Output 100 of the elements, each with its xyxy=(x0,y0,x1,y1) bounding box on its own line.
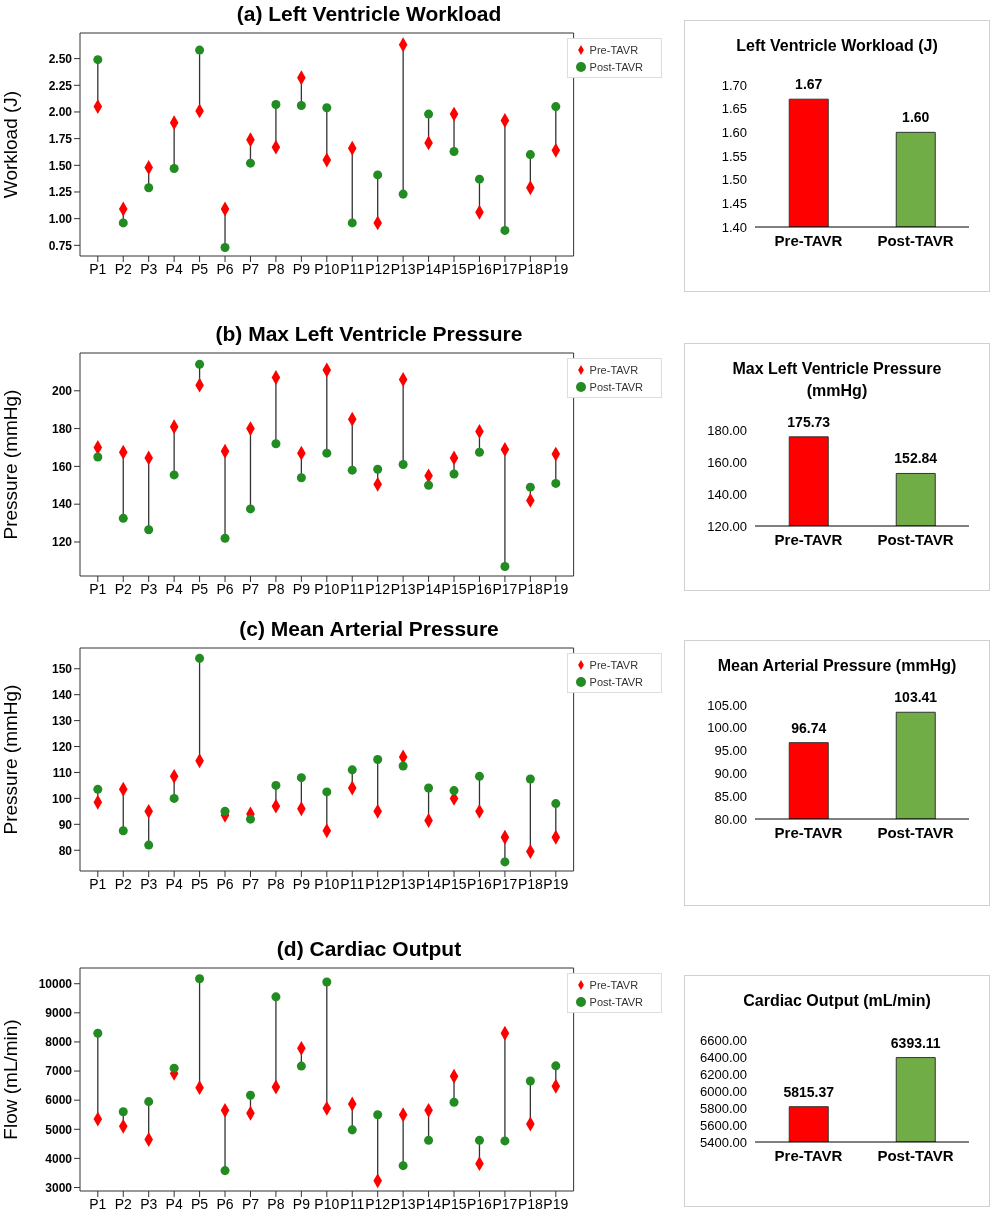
y-tick-label: 2.25 xyxy=(48,78,73,93)
x-tick-label: P14 xyxy=(416,1195,442,1212)
x-tick-label: P18 xyxy=(517,1195,544,1212)
chart-title: Cardiac Output (mL/min) xyxy=(742,991,932,1011)
x-tick-label: P9 xyxy=(292,875,311,892)
x-tick-label: P7 xyxy=(241,260,260,277)
x-tick-label: P8 xyxy=(267,260,285,277)
legend-label: Pre-TAVR xyxy=(589,979,639,991)
x-tick-label: P19 xyxy=(543,1195,569,1212)
x-tick-label: P5 xyxy=(191,1195,209,1212)
x-tick-label: P2 xyxy=(114,260,133,277)
y-axis-title: Pressure (mmHg) xyxy=(0,389,21,540)
y-tick-label: 6200.00 xyxy=(700,1066,747,1082)
y-tick-label: 130 xyxy=(51,713,73,728)
x-tick-label: P3 xyxy=(140,580,158,597)
y-tick-label: 1.75 xyxy=(48,131,73,146)
y-tick-label: 1.60 xyxy=(721,124,747,140)
x-tick-label: P15 xyxy=(441,875,467,892)
x-tick-label: P10 xyxy=(314,875,340,892)
x-tick-label: P14 xyxy=(416,875,442,892)
y-tick-label: 120 xyxy=(51,739,73,754)
x-tick-label: P7 xyxy=(241,580,260,597)
x-tick-label: P4 xyxy=(165,875,183,892)
legend-label: Post-TAVR xyxy=(589,61,643,73)
chart-title: (d) Cardiac Output xyxy=(275,936,463,962)
x-tick-label: P16 xyxy=(467,580,493,597)
x-tick-label: P6 xyxy=(216,1195,234,1212)
y-axis-title: Flow (mL/min) xyxy=(0,1019,21,1140)
y-tick-label: 160 xyxy=(51,459,73,474)
y-tick-label: 1.40 xyxy=(721,219,747,235)
y-tick-label: 110 xyxy=(52,765,73,780)
x-tick-label: P13 xyxy=(390,260,416,277)
y-tick-label: 100 xyxy=(51,791,73,806)
y-tick-label: 1.45 xyxy=(721,195,747,211)
y-tick-label: 5400.00 xyxy=(700,1134,747,1150)
x-tick-label: P12 xyxy=(365,580,391,597)
x-tick-label: P7 xyxy=(241,875,260,892)
legend-label: Pre-TAVR xyxy=(589,364,639,376)
x-tick-label: P1 xyxy=(89,875,107,892)
x-tick-label: P1 xyxy=(89,580,107,597)
x-tick-label: P4 xyxy=(165,260,183,277)
x-tick-label: P5 xyxy=(191,875,209,892)
y-tick-label: 1.55 xyxy=(721,148,747,164)
x-tick-label: P17 xyxy=(492,260,518,277)
x-tick-label: P10 xyxy=(314,1195,340,1212)
x-tick-label: P5 xyxy=(191,260,209,277)
y-tick-label: 1.50 xyxy=(721,172,747,188)
y-tick-label: 160.00 xyxy=(707,454,747,470)
x-tick-label: P19 xyxy=(543,580,569,597)
x-tick-label: P8 xyxy=(267,875,285,892)
y-tick-label: 6000.00 xyxy=(700,1083,747,1099)
y-tick-label: 3000 xyxy=(45,1180,73,1195)
y-tick-label: 105.00 xyxy=(707,697,747,713)
legend-label: Post-TAVR xyxy=(589,996,643,1008)
y-tick-label: 100.00 xyxy=(707,720,747,736)
legend-label: Pre-TAVR xyxy=(589,659,639,671)
y-tick-label: 7000 xyxy=(45,1064,73,1079)
chart-title: (c) Mean Arterial Pressure xyxy=(238,616,500,642)
x-tick-label: P15 xyxy=(441,260,467,277)
x-tick-label: P9 xyxy=(292,260,311,277)
x-tick-label: P14 xyxy=(416,580,442,597)
y-tick-label: 180 xyxy=(51,421,73,436)
x-tick-label: P16 xyxy=(467,260,493,277)
x-tick-label: P15 xyxy=(441,580,467,597)
data-label: 1.60 xyxy=(902,109,930,126)
x-tick-label: P2 xyxy=(114,1195,133,1212)
y-tick-label: 90 xyxy=(58,817,73,832)
x-tick-label: P18 xyxy=(517,260,544,277)
x-tick-label: P11 xyxy=(340,875,365,892)
x-tick-label: P13 xyxy=(390,580,416,597)
y-tick-label: 120 xyxy=(51,535,73,550)
x-tick-label: P2 xyxy=(114,580,133,597)
y-tick-label: 180.00 xyxy=(707,422,747,438)
x-tick-label: P15 xyxy=(441,1195,467,1212)
y-tick-label: 140.00 xyxy=(707,486,747,502)
data-label: 152.84 xyxy=(894,450,938,467)
y-tick-label: 80.00 xyxy=(714,811,747,827)
data-label: 5815.37 xyxy=(783,1083,835,1100)
x-tick-label: P19 xyxy=(543,875,569,892)
chart-title: (a) Left Ventricle Workload xyxy=(235,1,503,27)
x-tick-label: P11 xyxy=(340,260,365,277)
x-tick-label: P3 xyxy=(140,875,158,892)
y-tick-label: 5000 xyxy=(45,1122,73,1137)
x-tick-label: P5 xyxy=(191,580,209,597)
y-tick-label: 1.70 xyxy=(721,77,747,93)
y-tick-label: 1.65 xyxy=(721,101,747,117)
y-tick-label: 10000 xyxy=(38,976,73,991)
y-tick-label: 140 xyxy=(51,497,73,512)
x-tick-label: P16 xyxy=(467,875,493,892)
y-tick-label: 6400.00 xyxy=(700,1049,747,1065)
chart-title: Mean Arterial Pressure (mmHg) xyxy=(716,656,958,676)
y-tick-label: 4000 xyxy=(45,1151,73,1166)
y-tick-label: 2.50 xyxy=(48,51,73,66)
x-tick-label: P12 xyxy=(365,1195,391,1212)
x-tick-label: P17 xyxy=(492,875,518,892)
chart-title: Left Ventricle Workload (J) xyxy=(735,36,939,56)
y-tick-label: 1.25 xyxy=(48,185,73,200)
y-tick-label: 6000 xyxy=(45,1093,73,1108)
data-label: 103.41 xyxy=(894,689,938,706)
legend-label: Post-TAVR xyxy=(589,381,643,393)
